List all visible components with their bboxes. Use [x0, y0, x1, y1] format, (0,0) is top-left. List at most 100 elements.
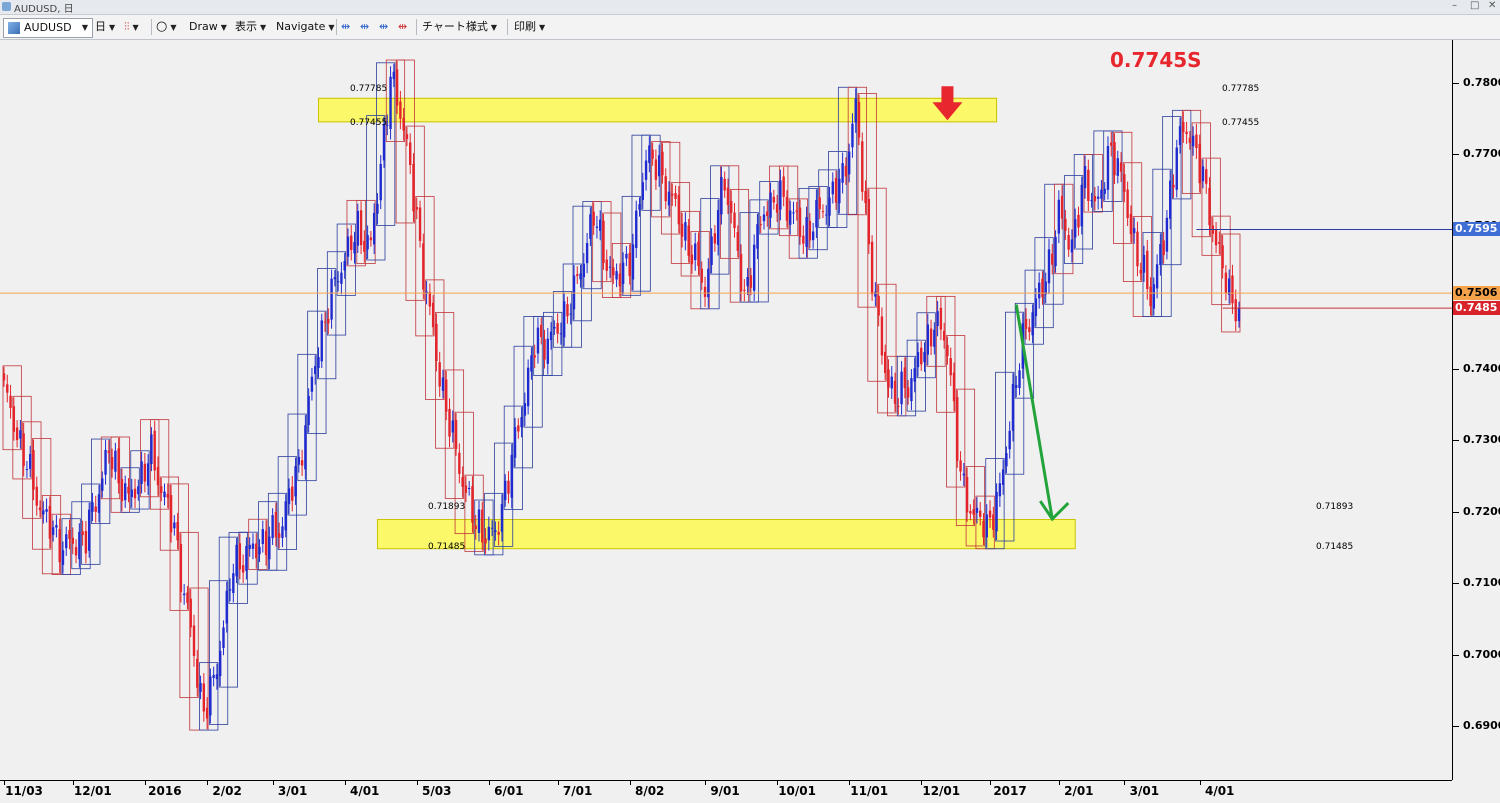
range-box: [71, 501, 91, 570]
candle: [965, 467, 969, 522]
candle: [94, 495, 97, 523]
range-box: [346, 199, 366, 267]
candle: [363, 230, 366, 263]
y-tick: [1453, 82, 1459, 84]
zoom-in-vertical-icon: ⇹: [379, 20, 389, 33]
range-box: [218, 536, 238, 688]
projection-arrow-shaft: [1014, 304, 1054, 520]
candle: [556, 313, 559, 344]
candle: [549, 322, 553, 350]
range-box: [572, 205, 592, 322]
range-box: [150, 419, 170, 510]
close-icon[interactable]: ✕: [1488, 0, 1497, 11]
range-box: [130, 450, 150, 510]
chevron-down-icon: ▼: [109, 23, 116, 32]
candle: [291, 475, 294, 512]
candle: [304, 415, 307, 480]
candle: [1074, 208, 1077, 249]
candle: [173, 515, 176, 536]
candle: [245, 537, 248, 580]
candle: [1218, 231, 1221, 255]
candle: [84, 521, 88, 564]
x-tick: [72, 781, 74, 785]
candle: [143, 452, 147, 493]
time-axis[interactable]: 11/03 12/01 2016 2/02 3/01 4/01 5/03 6/01 7/01 8/…: [0, 780, 1452, 803]
candles: [2, 61, 1241, 730]
candle: [625, 246, 628, 267]
range-box: [818, 169, 838, 228]
candle: [700, 261, 703, 290]
candle: [1126, 181, 1129, 227]
print-menu[interactable]: 印刷 ▼: [514, 18, 545, 36]
candle: [880, 307, 884, 365]
candle: [61, 541, 65, 574]
minimize-icon[interactable]: –: [1452, 0, 1457, 11]
x-tick-label: 10/01: [778, 784, 816, 798]
candle: [12, 397, 16, 441]
candle: [510, 444, 513, 509]
candle: [982, 513, 985, 545]
candle: [766, 200, 769, 227]
candle: [150, 427, 153, 472]
candle: [389, 66, 392, 140]
price-axis[interactable]: 0.7800[00.7700[00.7600[00.7500[00.7400[0…: [1452, 40, 1500, 780]
candle: [336, 271, 340, 292]
shape-tool-dropdown[interactable]: ○ ▼: [156, 18, 177, 36]
candle: [346, 228, 350, 265]
candle: [409, 133, 412, 175]
x-tick: [144, 781, 146, 785]
maximize-icon[interactable]: □: [1470, 0, 1480, 11]
zoom-in-x-button[interactable]: ⇹: [341, 18, 350, 36]
zoom-out-y-button[interactable]: ⇹: [398, 18, 407, 36]
candle: [946, 336, 949, 365]
candle: [959, 451, 962, 481]
support-zone[interactable]: [376, 519, 1076, 550]
candle: [395, 61, 399, 114]
chart-type-dropdown[interactable]: ⫶⫶ ▼: [124, 18, 139, 36]
range-box: [1093, 130, 1113, 212]
candle: [454, 413, 458, 456]
candle: [19, 419, 22, 449]
symbol-selector[interactable]: AUDUSD ▼: [3, 18, 93, 38]
range-box: [828, 151, 848, 228]
candle: [920, 341, 923, 371]
candle: [1011, 373, 1015, 442]
zoom-out-x-button[interactable]: ⇹: [360, 18, 369, 36]
candle: [507, 471, 510, 504]
chevron-down-icon: ▼: [490, 23, 498, 32]
price-chart[interactable]: [0, 40, 1452, 780]
range-box: [690, 231, 710, 310]
candle: [884, 344, 887, 381]
range-box: [376, 62, 396, 226]
candle: [333, 270, 337, 287]
range-box: [602, 212, 622, 298]
draw-menu[interactable]: Draw ▼: [189, 18, 227, 36]
chart-area[interactable]: 0.77785 0.77455 0.77785 0.77455 0.71893 …: [0, 40, 1452, 780]
candle: [320, 313, 323, 368]
candle: [1208, 177, 1211, 236]
candle: [402, 107, 405, 141]
candle: [651, 142, 654, 166]
resistance-zone[interactable]: [317, 97, 998, 123]
chevron-down-icon: ▼: [260, 23, 267, 32]
candle: [628, 244, 631, 285]
candle: [523, 392, 527, 427]
timeframe-dropdown[interactable]: 日 ▼: [95, 18, 115, 36]
candle: [589, 207, 592, 246]
range-box: [61, 518, 81, 575]
chart-style-menu[interactable]: チャート様式 ▼: [422, 18, 497, 36]
chevron-down-icon: ▼: [132, 23, 139, 32]
candle: [294, 457, 297, 505]
candle: [854, 88, 857, 133]
x-tick: [4, 781, 5, 785]
candle: [42, 501, 45, 524]
candle: [789, 200, 792, 235]
candle: [1195, 123, 1198, 159]
candle: [877, 285, 880, 327]
candle: [710, 228, 713, 274]
display-menu[interactable]: 表示 ▼: [235, 18, 266, 36]
candle: [127, 478, 130, 503]
zoom-in-y-button[interactable]: ⇹: [379, 18, 388, 36]
navigate-menu[interactable]: Navigate ▼: [276, 18, 335, 36]
